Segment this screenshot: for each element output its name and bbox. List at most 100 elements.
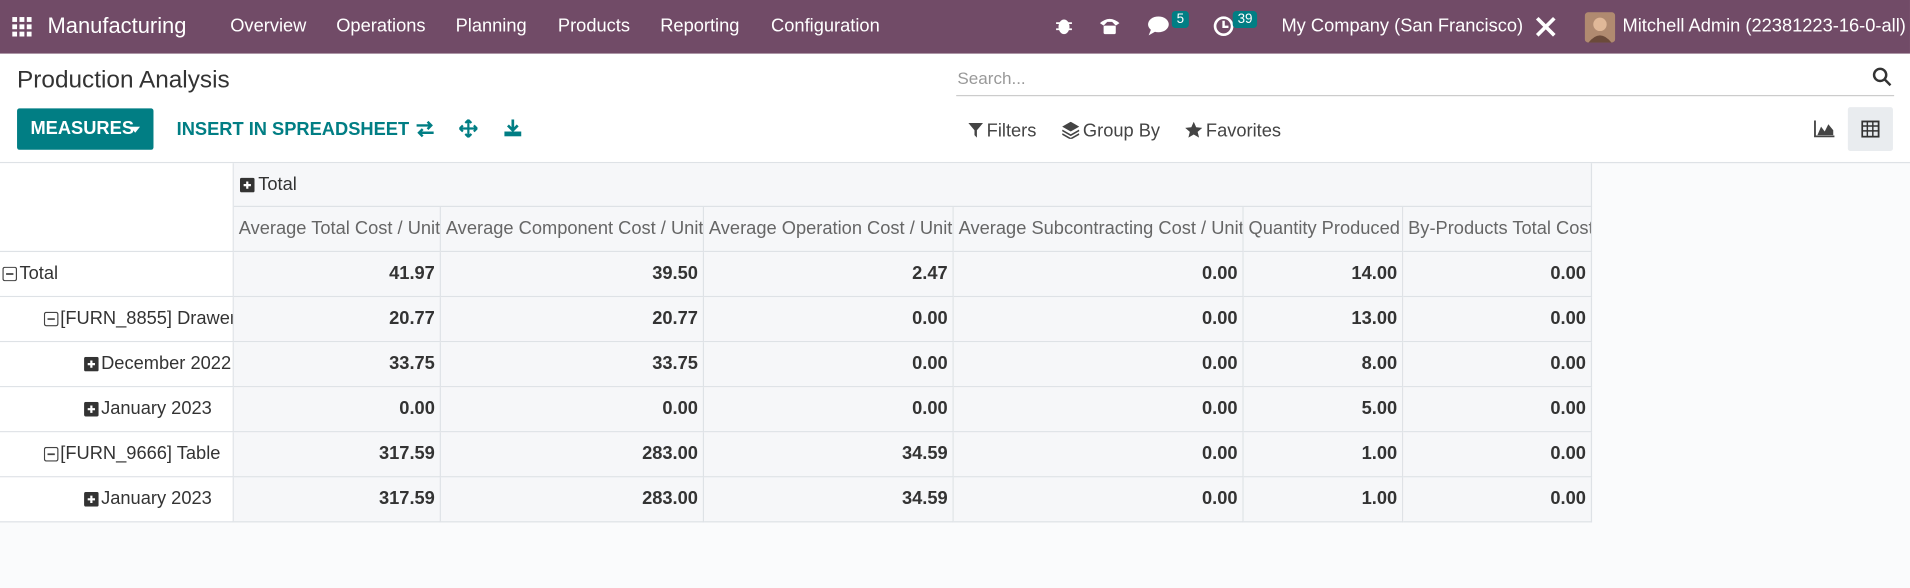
menu-item[interactable]: Operations bbox=[336, 15, 426, 37]
value-cell[interactable]: 8.00 bbox=[1243, 342, 1404, 388]
measure-header[interactable]: Average Operation Cost / Unit bbox=[704, 207, 954, 253]
graph-view-icon[interactable] bbox=[1814, 120, 1835, 138]
navbar: Manufacturing Overview Operations Planning… bbox=[0, 0, 1910, 54]
value-cell[interactable]: 1.00 bbox=[1243, 477, 1404, 523]
value-cell[interactable]: 283.00 bbox=[440, 477, 705, 523]
expand-icon[interactable] bbox=[84, 401, 99, 417]
expand-all-icon[interactable] bbox=[459, 119, 478, 138]
value-cell[interactable]: 20.77 bbox=[233, 297, 441, 343]
value-cell[interactable]: 0.00 bbox=[953, 387, 1244, 433]
value-cell[interactable]: 41.97 bbox=[233, 252, 441, 298]
menu-item[interactable]: Overview bbox=[230, 15, 307, 37]
value-cell[interactable]: 0.00 bbox=[1403, 432, 1593, 478]
layers-icon bbox=[1062, 121, 1080, 139]
apps-icon[interactable] bbox=[12, 17, 32, 37]
value-cell[interactable]: 0.00 bbox=[953, 252, 1244, 298]
value-cell[interactable]: 0.00 bbox=[953, 432, 1244, 478]
value-cell[interactable]: 0.00 bbox=[440, 387, 705, 433]
value-cell[interactable]: 0.00 bbox=[233, 387, 441, 433]
filters-button[interactable]: Filters bbox=[986, 120, 1037, 142]
favorites-button[interactable]: Favorites bbox=[1205, 120, 1282, 142]
row-label: [FURN_8855] Drawer bbox=[60, 308, 234, 329]
value-cell[interactable]: 33.75 bbox=[440, 342, 705, 388]
value-cell[interactable]: 283.00 bbox=[440, 432, 705, 478]
pivot-view-button[interactable] bbox=[1847, 107, 1893, 152]
menu-item[interactable]: Reporting bbox=[660, 15, 740, 37]
value-cell[interactable]: 317.59 bbox=[233, 432, 441, 478]
activities-badge: 39 bbox=[1232, 10, 1258, 29]
value-cell[interactable]: 39.50 bbox=[440, 252, 705, 298]
caret bbox=[130, 126, 141, 133]
value-cell[interactable]: 317.59 bbox=[233, 477, 441, 523]
company-switcher[interactable]: My Company (San Francisco) bbox=[1281, 15, 1524, 37]
value-cell[interactable]: 1.00 bbox=[1243, 432, 1404, 478]
user-avatar[interactable] bbox=[1584, 12, 1616, 43]
value-cell[interactable]: 0.00 bbox=[953, 297, 1244, 343]
group-by-button[interactable]: Group By bbox=[1082, 120, 1161, 142]
row-header[interactable]: [FURN_9666] Table bbox=[0, 432, 234, 478]
value-cell[interactable]: 34.59 bbox=[704, 477, 954, 523]
debug-icon[interactable] bbox=[1055, 16, 1073, 35]
collapse-icon[interactable] bbox=[2, 266, 18, 282]
column-group-label: Total bbox=[258, 174, 297, 195]
measure-header[interactable]: Average Total Cost / Unit bbox=[233, 207, 441, 253]
row-header[interactable]: January 2023 bbox=[0, 387, 234, 433]
messages-icon[interactable] bbox=[1147, 16, 1170, 37]
app-name[interactable]: Manufacturing bbox=[47, 13, 187, 38]
measure-header[interactable]: Average Subcontracting Cost / Unit bbox=[953, 207, 1244, 253]
value-cell[interactable]: 2.47 bbox=[704, 252, 954, 298]
messages-badge: 5 bbox=[1171, 10, 1190, 29]
page-title: Production Analysis bbox=[17, 66, 230, 94]
menu-item[interactable]: Configuration bbox=[771, 15, 880, 37]
search-icon[interactable] bbox=[1872, 67, 1892, 87]
search-bar[interactable]: Search... bbox=[956, 63, 1895, 97]
value-cell[interactable]: 0.00 bbox=[1403, 252, 1593, 298]
activities-icon[interactable] bbox=[1213, 16, 1234, 37]
value-cell[interactable]: 0.00 bbox=[953, 477, 1244, 523]
value-cell[interactable]: 0.00 bbox=[704, 342, 954, 388]
expand-icon[interactable] bbox=[84, 491, 99, 507]
value-cell[interactable]: 33.75 bbox=[233, 342, 441, 388]
value-cell[interactable]: 0.00 bbox=[1403, 297, 1593, 343]
filter-icon bbox=[968, 122, 984, 138]
collapse-icon[interactable] bbox=[43, 446, 58, 462]
download-icon[interactable] bbox=[504, 119, 522, 137]
value-cell[interactable]: 34.59 bbox=[704, 432, 954, 478]
row-label: January 2023 bbox=[101, 398, 212, 419]
expand-icon[interactable] bbox=[84, 356, 99, 372]
tools-icon[interactable] bbox=[1534, 15, 1558, 39]
measure-header[interactable]: By-Products Total Cost bbox=[1403, 207, 1593, 253]
corner-cell bbox=[0, 163, 234, 253]
value-cell[interactable]: 20.77 bbox=[440, 297, 705, 343]
value-cell[interactable]: 0.00 bbox=[953, 342, 1244, 388]
column-group-header: Total bbox=[233, 163, 1593, 208]
measure-header[interactable]: Quantity Produced bbox=[1243, 207, 1404, 253]
value-cell[interactable]: 0.00 bbox=[1403, 342, 1593, 388]
pivot-view-icon bbox=[1861, 120, 1880, 138]
value-cell[interactable]: 0.00 bbox=[1403, 387, 1593, 433]
value-cell[interactable]: 14.00 bbox=[1243, 252, 1404, 298]
value-cell[interactable]: 5.00 bbox=[1243, 387, 1404, 433]
expand-icon[interactable] bbox=[239, 177, 255, 193]
value-cell[interactable]: 0.00 bbox=[704, 387, 954, 433]
row-header[interactable]: Total bbox=[0, 252, 234, 298]
row-header[interactable]: January 2023 bbox=[0, 477, 234, 523]
value-cell[interactable]: 0.00 bbox=[1403, 477, 1593, 523]
measure-header[interactable]: Average Component Cost / Unit bbox=[440, 207, 705, 253]
row-header[interactable]: December 2022 bbox=[0, 342, 234, 388]
menu-item[interactable]: Planning bbox=[455, 15, 527, 37]
row-header[interactable]: [FURN_8855] Drawer bbox=[0, 297, 234, 343]
value-cell[interactable]: 13.00 bbox=[1243, 297, 1404, 343]
flip-axis-icon[interactable] bbox=[415, 120, 434, 138]
menu-item[interactable]: Products bbox=[557, 15, 631, 37]
insert-spreadsheet-button[interactable]: INSERT IN SPREADSHEET bbox=[176, 119, 410, 141]
measures-button[interactable]: MEASURES bbox=[17, 108, 154, 150]
value-cell[interactable]: 0.00 bbox=[704, 297, 954, 343]
collapse-icon[interactable] bbox=[43, 311, 58, 327]
user-menu[interactable]: Mitchell Admin (22381223-16-0-all) bbox=[1622, 15, 1906, 37]
row-label: January 2023 bbox=[101, 488, 212, 510]
phone-icon[interactable] bbox=[1099, 16, 1121, 35]
row-label: December 2022 bbox=[101, 353, 232, 374]
